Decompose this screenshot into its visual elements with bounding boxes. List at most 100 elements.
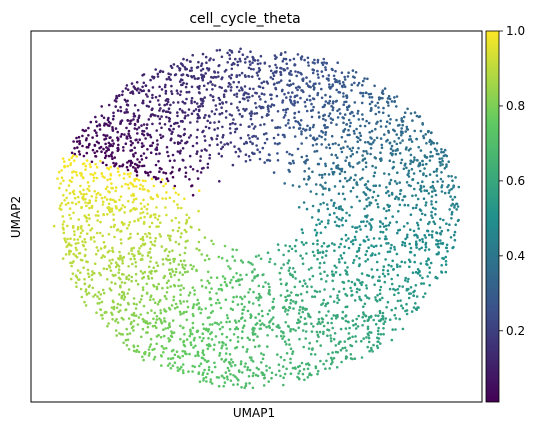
data-point	[99, 159, 102, 163]
data-point	[251, 263, 254, 266]
data-point	[113, 235, 116, 239]
data-point	[381, 111, 385, 115]
data-point	[146, 133, 150, 137]
data-point	[276, 152, 279, 155]
data-point	[344, 292, 347, 296]
data-point	[282, 68, 286, 72]
data-point	[291, 91, 294, 94]
data-point	[99, 247, 103, 250]
data-point	[180, 83, 183, 87]
data-point	[178, 67, 181, 70]
data-point	[185, 58, 189, 62]
data-point	[435, 231, 439, 235]
data-point	[445, 243, 449, 247]
data-point	[216, 143, 219, 146]
data-point	[82, 195, 85, 198]
data-point	[199, 171, 203, 174]
data-point	[248, 95, 251, 99]
data-point	[336, 166, 340, 170]
data-point	[63, 239, 67, 242]
data-point	[132, 165, 135, 169]
data-point	[183, 127, 186, 131]
data-point	[177, 263, 181, 266]
data-point	[186, 270, 189, 274]
data-point	[91, 270, 94, 273]
data-point	[253, 327, 256, 330]
data-point	[58, 207, 61, 210]
data-point	[101, 203, 105, 206]
data-point	[384, 317, 388, 320]
data-point	[155, 285, 159, 289]
data-point	[343, 177, 347, 180]
data-point	[361, 324, 364, 327]
data-point	[320, 129, 323, 133]
data-point	[334, 350, 338, 354]
data-point	[176, 150, 180, 153]
data-point	[422, 295, 425, 299]
data-point	[316, 333, 320, 337]
data-point	[346, 273, 349, 276]
data-point	[255, 296, 258, 300]
data-point	[397, 136, 401, 140]
data-point	[335, 164, 338, 168]
data-point	[179, 62, 183, 65]
data-point	[129, 119, 132, 123]
data-point	[332, 161, 335, 165]
data-point	[207, 328, 210, 331]
data-point	[117, 143, 120, 147]
data-point	[293, 366, 297, 370]
data-point	[255, 144, 258, 147]
data-point	[369, 152, 372, 156]
data-point	[106, 250, 110, 254]
data-point	[134, 279, 138, 283]
data-point	[430, 131, 433, 134]
data-point	[67, 184, 71, 187]
data-point	[245, 107, 248, 111]
data-point	[155, 146, 159, 149]
data-point	[347, 237, 350, 240]
data-point	[191, 193, 195, 197]
data-point	[73, 233, 76, 236]
data-point	[383, 172, 386, 175]
data-point	[411, 206, 415, 210]
data-point	[382, 225, 386, 228]
data-point	[347, 337, 350, 341]
data-point	[316, 58, 320, 62]
data-point	[141, 286, 145, 289]
data-point	[80, 295, 84, 299]
data-point	[181, 369, 185, 372]
data-point	[390, 264, 393, 268]
data-point	[179, 90, 183, 93]
data-point	[369, 201, 373, 205]
data-point	[327, 187, 331, 191]
data-point	[374, 296, 377, 299]
data-point	[409, 162, 412, 166]
data-point	[371, 252, 374, 255]
data-point	[305, 207, 309, 211]
data-point	[322, 105, 326, 108]
data-point	[328, 367, 332, 370]
data-point	[73, 152, 77, 156]
data-point	[410, 310, 414, 313]
data-point	[395, 95, 399, 98]
data-point	[242, 324, 246, 328]
data-point	[254, 323, 258, 326]
data-point	[127, 129, 131, 133]
data-point	[126, 161, 129, 164]
data-point	[423, 189, 427, 192]
data-point	[251, 61, 254, 64]
data-point	[85, 145, 89, 149]
data-point	[344, 357, 348, 360]
data-point	[177, 355, 180, 358]
data-point	[379, 333, 383, 336]
data-point	[169, 272, 172, 276]
data-point	[63, 160, 66, 163]
data-point	[327, 114, 331, 118]
data-point	[135, 348, 139, 352]
data-point	[325, 249, 328, 253]
data-point	[111, 139, 114, 142]
data-point	[401, 130, 404, 134]
data-point	[106, 278, 109, 281]
data-point	[342, 83, 346, 87]
